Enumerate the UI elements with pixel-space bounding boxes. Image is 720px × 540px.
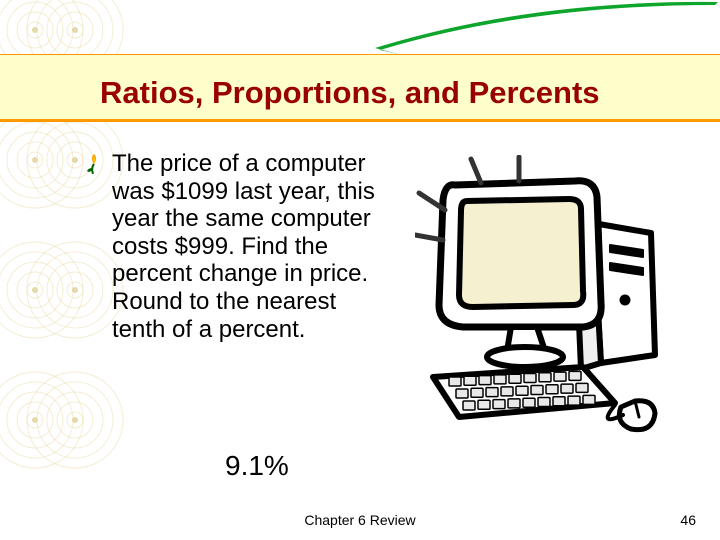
footer-label: Chapter 6 Review <box>0 512 720 528</box>
page-number: 46 <box>680 512 696 528</box>
page-title: Ratios, Proportions, and Percents <box>100 75 600 111</box>
answer-text: 9.1% <box>225 450 289 482</box>
bullet-icon <box>84 154 104 174</box>
bullet-text: The price of a computer was $1099 last y… <box>112 150 394 343</box>
bullet-block: The price of a computer was $1099 last y… <box>84 150 394 343</box>
computer-clipart <box>415 155 675 435</box>
